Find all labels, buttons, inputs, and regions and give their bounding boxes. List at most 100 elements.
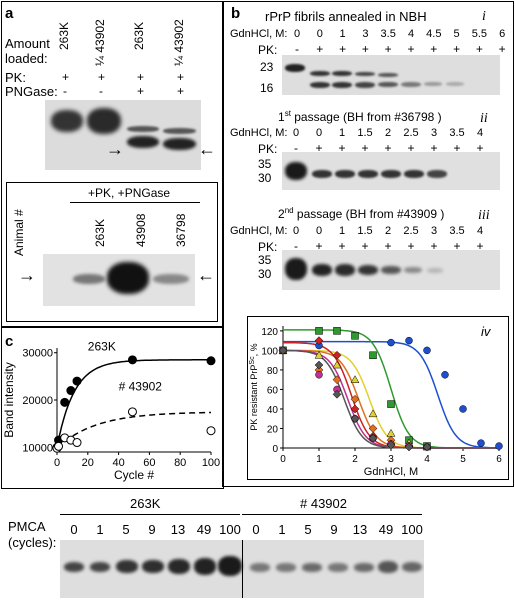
x-tick-label-iv: 1 bbox=[316, 454, 322, 465]
b-i-pk-value-6: + bbox=[430, 42, 438, 56]
b-i-gdn-value-1: 0 bbox=[316, 28, 323, 40]
b-iii-pk-value-1: + bbox=[315, 239, 323, 253]
b-iii-pk-value-2: + bbox=[338, 239, 346, 253]
b-ii-mw-30: 30 bbox=[258, 171, 272, 185]
b-i-pk-value-1: + bbox=[316, 42, 324, 56]
y-tick-label-iv: 40 bbox=[267, 405, 279, 416]
b-i-mw-16: 16 bbox=[260, 81, 274, 95]
x-tick-label-c: 0 bbox=[54, 457, 60, 469]
pk-value-a2: + bbox=[98, 70, 106, 84]
x-tick-label-iv: 2 bbox=[352, 454, 358, 465]
data-point-iv bbox=[387, 338, 395, 347]
b-iii-pk-value-7: + bbox=[453, 239, 461, 253]
b-ii-gdn-value-4: 2 bbox=[384, 127, 392, 139]
y-tick-label-iv: 20 bbox=[267, 424, 279, 435]
panel-a-frame bbox=[1, 1, 224, 328]
y-tick-label-c: 20000 bbox=[22, 395, 53, 407]
pk-value-a1: + bbox=[62, 70, 70, 84]
b-i-pk-label: PK: bbox=[258, 43, 278, 57]
b-ii-gdn-value-7: 3.5 bbox=[449, 127, 465, 139]
x-tick-label-c: 40 bbox=[112, 457, 124, 469]
data-point-iv bbox=[387, 400, 395, 408]
data-point-iv bbox=[332, 360, 342, 369]
data-point-iv bbox=[495, 442, 503, 450]
data-point-iv bbox=[332, 375, 342, 385]
b-i-pk-value-0: - bbox=[295, 42, 299, 56]
data-point-iv bbox=[332, 350, 342, 360]
b-i-pk-value-4: + bbox=[384, 42, 392, 56]
data-point-c bbox=[72, 438, 82, 448]
panel-c-label: c bbox=[5, 333, 14, 350]
b-iii-pk-value-0: - bbox=[294, 239, 298, 253]
panel-b-iv-frame bbox=[247, 316, 509, 480]
b-i-mw-23: 23 bbox=[260, 60, 274, 74]
header-underline bbox=[70, 202, 200, 203]
lane-label-a3: 263K bbox=[132, 21, 146, 50]
western-blot-a-lower bbox=[43, 254, 195, 306]
pngase-value-a1: - bbox=[63, 84, 67, 98]
pngase-value-a4: + bbox=[177, 84, 185, 98]
y-tick-label-iv: 80 bbox=[267, 366, 279, 377]
lower-lane-label-1: 263K bbox=[93, 218, 107, 247]
data-point-iv bbox=[368, 409, 378, 418]
b-i-gdn-value-3: 3 bbox=[362, 28, 369, 40]
b-i-pk-value-7: + bbox=[453, 42, 461, 56]
b-i-gdn-value-2: 1 bbox=[339, 28, 346, 40]
b-i-gdn-label: GdnHCl, M: bbox=[230, 28, 288, 40]
data-point-iv bbox=[351, 332, 359, 340]
data-point-iv bbox=[314, 360, 324, 370]
x-axis-label-c: Cycle # bbox=[114, 468, 154, 482]
b-iii-gdn-label: GdnHCl, M: bbox=[230, 225, 288, 237]
fit-curve-dashed bbox=[56, 411, 211, 449]
y-axis-label-c: Band intensity bbox=[2, 362, 16, 437]
pk-value-a3: + bbox=[137, 70, 145, 84]
lower-header-a: +PK, +PNGase bbox=[88, 186, 171, 200]
cycle-label-0: 0 bbox=[70, 522, 78, 537]
cycle-label-5: 49 bbox=[196, 522, 212, 537]
x-tick-label-iv: 3 bbox=[388, 454, 394, 465]
b-ii-pk-value-1: + bbox=[315, 141, 323, 155]
amount-loaded-label: Amount loaded: bbox=[5, 36, 50, 66]
series-label-263k: 263K bbox=[88, 340, 116, 353]
data-point-iv bbox=[459, 405, 467, 413]
b-iii-pk-label: PK: bbox=[258, 240, 278, 254]
b-ii-gdn-label: GdnHCl, M: bbox=[230, 127, 288, 139]
cycle-label-2: 5 bbox=[122, 522, 130, 537]
data-point-iv bbox=[477, 439, 485, 447]
animal-label: Animal # bbox=[12, 209, 26, 256]
b-ii-pk-value-2: + bbox=[338, 141, 346, 155]
pk-value-a4: + bbox=[177, 70, 185, 84]
b-i-gdn-value-0: 0 bbox=[293, 28, 301, 40]
b-iii-pk-value-3: + bbox=[361, 239, 369, 253]
western-blot-a-upper bbox=[45, 100, 201, 170]
b-ii-pk-value-0: - bbox=[294, 141, 298, 155]
data-point-iv bbox=[332, 389, 342, 399]
arrow-right-a-upper: ← bbox=[198, 139, 216, 159]
b-i-gdn-value-4: 3.5 bbox=[380, 28, 396, 40]
data-point-iv bbox=[315, 327, 323, 335]
data-point-iv bbox=[441, 371, 449, 379]
panel-a-lower-frame bbox=[6, 182, 218, 322]
b-iii-roman: iii bbox=[478, 208, 490, 223]
data-point-iv bbox=[386, 440, 396, 450]
y-tick-label-iv: 120 bbox=[261, 327, 278, 338]
y-tick-label-iv: 100 bbox=[261, 346, 278, 357]
panel-c-frame bbox=[1, 326, 224, 489]
b-i-gdn-value-6: 4.5 bbox=[426, 28, 442, 40]
arrow-right-a-lower: ← bbox=[197, 265, 215, 285]
data-point-iv bbox=[369, 351, 377, 360]
data-point-iv bbox=[350, 414, 360, 424]
western-blot-c bbox=[60, 540, 424, 598]
data-point-iv bbox=[314, 350, 324, 359]
b-iii-gdn-value-8: 4 bbox=[476, 225, 484, 237]
x-tick-label-iv: 5 bbox=[460, 454, 466, 465]
cycle-label-8: 1 bbox=[278, 522, 286, 537]
pngase-label-a: PNGase: bbox=[5, 84, 58, 99]
b-iii-gdn-value-0: 0 bbox=[292, 225, 300, 237]
group-263k-label: 263K bbox=[130, 496, 161, 511]
b-ii-pk-value-6: + bbox=[430, 141, 438, 155]
data-point-c bbox=[54, 441, 64, 451]
pngase-value-a3: + bbox=[137, 84, 145, 98]
group-43902-underline bbox=[242, 514, 422, 515]
data-point-iv bbox=[314, 336, 324, 345]
